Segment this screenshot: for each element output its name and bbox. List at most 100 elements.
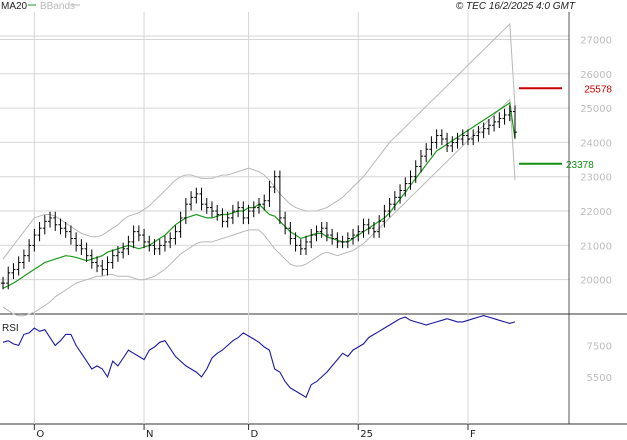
- ohlc-bar: [345, 232, 350, 249]
- ohlc-bar: [298, 239, 303, 255]
- ohlc-bar: [262, 194, 267, 211]
- ohlc-bar: [398, 184, 403, 204]
- ohlc-bar: [126, 235, 131, 255]
- time-axis: O N D 25 F: [33, 424, 476, 440]
- ohlc-bar: [455, 132, 460, 149]
- time-tick-label: D: [251, 429, 259, 440]
- ohlc-bar: [513, 105, 517, 139]
- price-tick-label: 26000: [580, 70, 612, 81]
- ohlc-bar: [79, 239, 84, 255]
- ohlc-bar: [209, 201, 214, 218]
- price-bars: [1, 105, 517, 290]
- ohlc-bar: [267, 180, 272, 207]
- ohlc-bar: [304, 235, 309, 255]
- ohlc-bar: [429, 136, 434, 156]
- price-tick-label: 24000: [580, 138, 612, 149]
- ohlc-bar: [319, 222, 324, 238]
- ohlc-bar: [199, 187, 204, 211]
- ohlc-bar: [152, 239, 157, 255]
- ohlc-bar: [6, 266, 11, 290]
- ohlc-bar: [293, 232, 298, 252]
- ohlc-bar: [131, 225, 136, 249]
- ohlc-bar: [361, 218, 366, 238]
- ohlc-bar: [11, 263, 16, 279]
- ohlc-bar: [63, 222, 68, 238]
- ohlc-bar: [32, 228, 37, 252]
- ohlc-bar: [257, 198, 261, 214]
- legend-bbands: BBands: [40, 1, 75, 12]
- price-tick-label: 27000: [580, 35, 612, 46]
- ohlc-bar: [492, 115, 497, 132]
- bband-upper-line: [2, 22, 516, 260]
- ohlc-bar: [382, 204, 387, 228]
- ohlc-bar: [324, 222, 329, 242]
- ohlc-bar: [445, 132, 450, 153]
- ohlc-bar: [173, 225, 178, 245]
- ohlc-bar: [168, 232, 173, 249]
- ohlc-bar: [178, 211, 183, 238]
- ohlc-bar: [142, 228, 147, 249]
- ohlc-bar: [183, 198, 188, 225]
- ohlc-bar: [53, 211, 58, 231]
- ohlc-bar: [89, 249, 94, 269]
- ohlc-bar: [121, 242, 126, 259]
- bband-lower-line: [2, 98, 516, 317]
- resistance-label: 25578: [584, 84, 612, 95]
- ma20-series: [2, 101, 516, 289]
- ohlc-bar: [476, 125, 481, 142]
- ohlc-bar: [387, 198, 392, 218]
- price-tick-label: 23000: [580, 173, 612, 184]
- ohlc-bar: [481, 122, 486, 139]
- price-tick-label: 21000: [580, 241, 612, 252]
- ohlc-bar: [215, 204, 220, 221]
- ohlc-bar: [413, 160, 418, 183]
- ohlc-bar: [366, 218, 371, 235]
- ohlc-bar: [162, 235, 167, 252]
- ohlc-bar: [147, 235, 152, 252]
- time-tick-label: 25: [360, 429, 373, 440]
- ohlc-bar: [100, 259, 105, 276]
- ohlc-bar: [230, 204, 235, 225]
- ohlc-bar: [272, 170, 277, 194]
- price-tick-label: 25000: [580, 104, 612, 115]
- ohlc-bar: [189, 191, 194, 211]
- ohlc-bar: [204, 198, 209, 214]
- ohlc-bar: [84, 242, 89, 262]
- ohlc-bar: [246, 204, 251, 225]
- ohlc-bar: [418, 149, 423, 173]
- price-tick-label: 22000: [580, 207, 612, 218]
- ohlc-bar: [74, 232, 79, 252]
- ohlc-bar: [465, 129, 470, 146]
- ohlc-bar: [251, 201, 256, 218]
- ohlc-bar: [105, 256, 110, 276]
- ohlc-bar: [1, 276, 5, 290]
- ohlc-bar: [194, 187, 199, 204]
- rsi-title: RSI: [2, 323, 19, 334]
- ohlc-bar: [497, 112, 502, 128]
- ohlc-bar: [68, 225, 73, 245]
- ohlc-bar: [351, 228, 356, 245]
- ohlc-bar: [42, 215, 47, 235]
- ohlc-bar: [471, 129, 476, 146]
- support-label: 23378: [566, 160, 594, 171]
- ohlc-bar: [21, 249, 26, 269]
- ohlc-bar: [424, 143, 429, 163]
- ohlc-bar: [408, 170, 413, 190]
- ohlc-bar: [330, 228, 335, 245]
- ohlc-bar: [136, 225, 141, 242]
- price-tick-label: 20000: [580, 276, 612, 287]
- copyright: © TEC 16/2/2025 4:0 GMT: [456, 1, 576, 12]
- time-tick-label: F: [470, 429, 476, 440]
- ohlc-bar: [16, 256, 21, 276]
- ohlc-bar: [115, 246, 120, 262]
- ohlc-bar: [110, 249, 115, 269]
- price-axis: 20000 21000 22000 23000 24000 25000 26000 27000: [580, 35, 612, 286]
- ohlc-bar: [450, 136, 455, 153]
- ohlc-bar: [48, 211, 53, 228]
- ohlc-bar: [356, 225, 361, 242]
- time-tick-label: N: [146, 429, 153, 440]
- ohlc-bar: [314, 225, 319, 242]
- time-tick-label: O: [36, 429, 44, 440]
- rsi-tick-label: 7500: [587, 341, 612, 352]
